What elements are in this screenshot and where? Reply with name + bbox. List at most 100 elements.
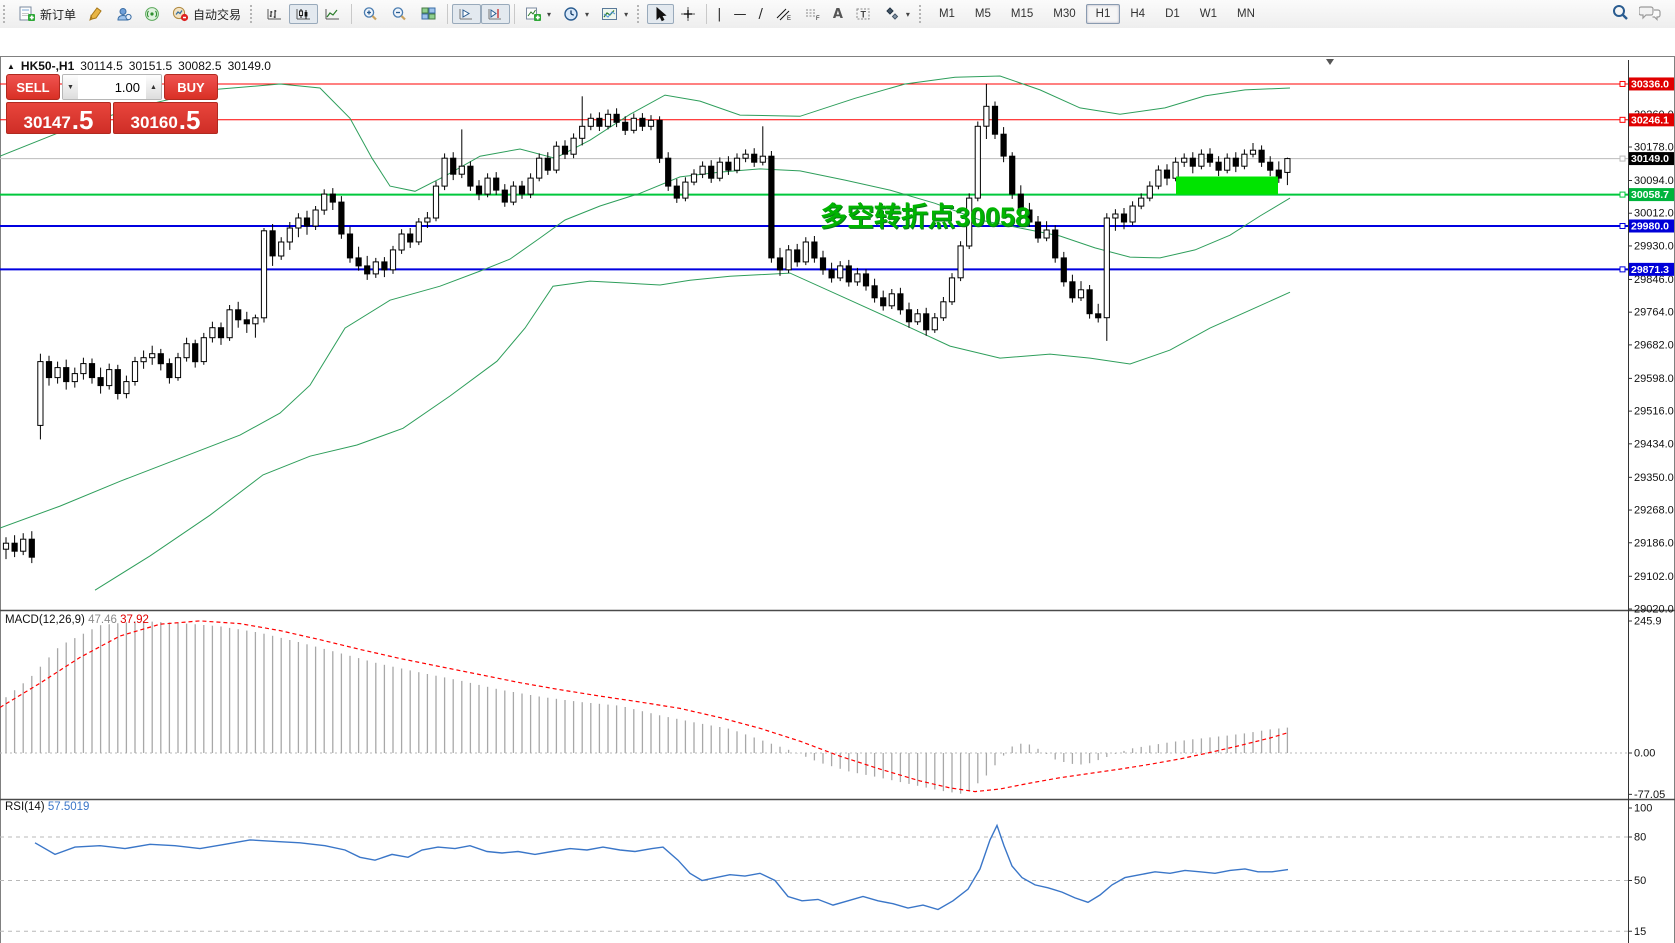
auto-scroll-icon xyxy=(459,9,473,20)
tile-windows-button[interactable] xyxy=(414,4,443,24)
svg-text:F: F xyxy=(816,16,820,22)
chart-canvas[interactable]: 30260.030178.030094.030012.029930.029846… xyxy=(0,28,1675,943)
svg-text:E: E xyxy=(787,16,791,22)
price-badge-30336.0 xyxy=(1629,77,1674,91)
rsi-scale-label: 15 xyxy=(1634,926,1646,938)
toolbar-drag-handle[interactable] xyxy=(250,5,257,23)
price-tick-label: 29930.0 xyxy=(1634,240,1674,252)
timeframe-D1[interactable]: D1 xyxy=(1165,8,1180,20)
highlight-zone-rect xyxy=(1176,176,1278,195)
dropdown-caret: ▾ xyxy=(905,9,910,19)
fibonacci-icon: F xyxy=(805,9,820,22)
styler-icon xyxy=(89,7,102,21)
search-button[interactable] xyxy=(1611,4,1629,24)
volume-increase-button[interactable]: ▲ xyxy=(146,75,161,99)
sell-price-main: 30147 xyxy=(23,113,71,132)
price-tick-label: 29186.0 xyxy=(1634,537,1674,549)
auto-scroll-button[interactable] xyxy=(452,4,482,24)
toolbar-right-group xyxy=(1611,4,1675,24)
indicators-icon xyxy=(526,7,542,21)
template-icon xyxy=(602,8,618,20)
toolbar-drag-handle[interactable] xyxy=(918,5,926,23)
profile-button[interactable] xyxy=(110,4,138,24)
main-toolbar: 新订单 自动交易 ▾ ▾ ▾ | — / E F A xyxy=(0,0,1675,29)
templates-button[interactable]: ▾ xyxy=(595,4,634,24)
timeframe-H4[interactable]: H4 xyxy=(1130,8,1146,20)
timeframe-W1[interactable]: W1 xyxy=(1199,8,1218,20)
signal-button[interactable] xyxy=(138,4,166,24)
toolbar-drag-handle[interactable] xyxy=(637,5,644,23)
text-tool-button[interactable]: A xyxy=(827,4,849,24)
shapes-tool-button[interactable]: ▾ xyxy=(878,4,916,24)
bar-chart-icon xyxy=(267,9,282,20)
styler-button[interactable] xyxy=(82,4,110,24)
toolbar-drag-handle[interactable] xyxy=(3,5,10,23)
timeframe-M1[interactable]: M1 xyxy=(938,8,955,20)
buy-price[interactable]: 30160 .5 xyxy=(113,102,218,134)
crosshair-tool-button[interactable] xyxy=(674,4,702,24)
zoom-out-button[interactable] xyxy=(385,4,414,24)
text-label-icon: T xyxy=(856,8,870,20)
hline-handle-30246.1 xyxy=(1619,116,1626,123)
buy-button[interactable]: BUY xyxy=(164,74,218,100)
chart-shift-button[interactable] xyxy=(481,4,511,24)
hline-tool-button[interactable]: — xyxy=(727,4,752,24)
indicators-button[interactable]: ▾ xyxy=(519,4,557,24)
toolbar-separator xyxy=(351,4,353,24)
timeframe-M30[interactable]: M30 xyxy=(1053,8,1076,20)
periods-button[interactable]: ▾ xyxy=(557,4,595,24)
price-tick-label: 29268.0 xyxy=(1634,505,1674,517)
toolbar-separator xyxy=(706,4,708,24)
volume-value[interactable]: 1.00 xyxy=(114,79,140,95)
cursor-tool-button[interactable] xyxy=(647,4,675,24)
clock-icon xyxy=(564,7,578,21)
zoom-in-button[interactable] xyxy=(356,4,385,24)
price-badge-29980.0 xyxy=(1629,219,1674,233)
price-badge-label: 30149.0 xyxy=(1631,153,1669,165)
signal-icon xyxy=(145,7,159,21)
dropdown-caret: ▾ xyxy=(547,9,552,19)
ohlc-high: 30151.5 xyxy=(128,59,173,73)
fibonacci-tool-button[interactable]: F xyxy=(798,4,827,24)
price-badge-label: 29871.3 xyxy=(1631,264,1669,276)
price-tick-label: 29102.0 xyxy=(1634,571,1674,583)
trendline-tool-button[interactable]: / xyxy=(752,4,768,24)
bar-chart-button[interactable] xyxy=(260,4,289,24)
macd-signal-line xyxy=(0,620,1289,793)
dropdown-caret: ▾ xyxy=(585,9,590,19)
timeframe-MN[interactable]: MN xyxy=(1237,8,1255,20)
timeframe-H1[interactable]: H1 xyxy=(1085,4,1121,24)
volume-decrease-button[interactable]: ▼ xyxy=(63,75,78,99)
price-tick-label: 29350.0 xyxy=(1634,472,1674,484)
chart-annotation-text[interactable]: 多空转折点30058 xyxy=(820,202,1031,232)
candlestick-chart-button[interactable] xyxy=(289,4,319,24)
new-order-button[interactable]: 新订单 xyxy=(13,4,82,24)
chart-window[interactable]: 30260.030178.030094.030012.029930.029846… xyxy=(0,28,1675,943)
rsi-scale-label: 50 xyxy=(1634,875,1646,887)
buy-price-main: 30160 xyxy=(130,113,178,132)
macd-histogram-layer xyxy=(5,621,1289,794)
price-badge-30058.7 xyxy=(1629,188,1674,202)
chat-button[interactable] xyxy=(1638,4,1661,24)
collapse-arrow-icon[interactable]: ▲ xyxy=(7,61,15,71)
chat-bubbles-icon xyxy=(1638,6,1661,21)
auto-trading-button[interactable]: 自动交易 xyxy=(166,4,247,24)
auto-trading-icon xyxy=(172,6,189,22)
channel-tool-button[interactable]: E xyxy=(769,4,798,24)
shapes-icon xyxy=(886,7,899,20)
line-chart-button[interactable] xyxy=(318,4,347,24)
sell-price-fraction: .5 xyxy=(71,104,94,135)
bollinger-middle-line xyxy=(0,168,1291,529)
timeframe-M15[interactable]: M15 xyxy=(1010,8,1034,20)
timeframe-M5[interactable]: M5 xyxy=(974,8,991,20)
text-label-tool-button[interactable]: T xyxy=(849,4,878,24)
vline-tool-button[interactable]: | xyxy=(711,4,727,24)
trendline-icon: / xyxy=(758,6,763,22)
sell-button[interactable]: SELL xyxy=(6,74,60,100)
price-tick-label: 29598.0 xyxy=(1634,373,1674,385)
sell-price[interactable]: 30147 .5 xyxy=(6,102,111,134)
macd-indicator-label: MACD(12,26,9) 47.46 37.92 xyxy=(5,614,149,626)
price-tick-label: 29516.0 xyxy=(1634,406,1674,418)
macd-scale-label: -77.05 xyxy=(1634,789,1665,801)
chart-shift-icon xyxy=(488,9,502,20)
